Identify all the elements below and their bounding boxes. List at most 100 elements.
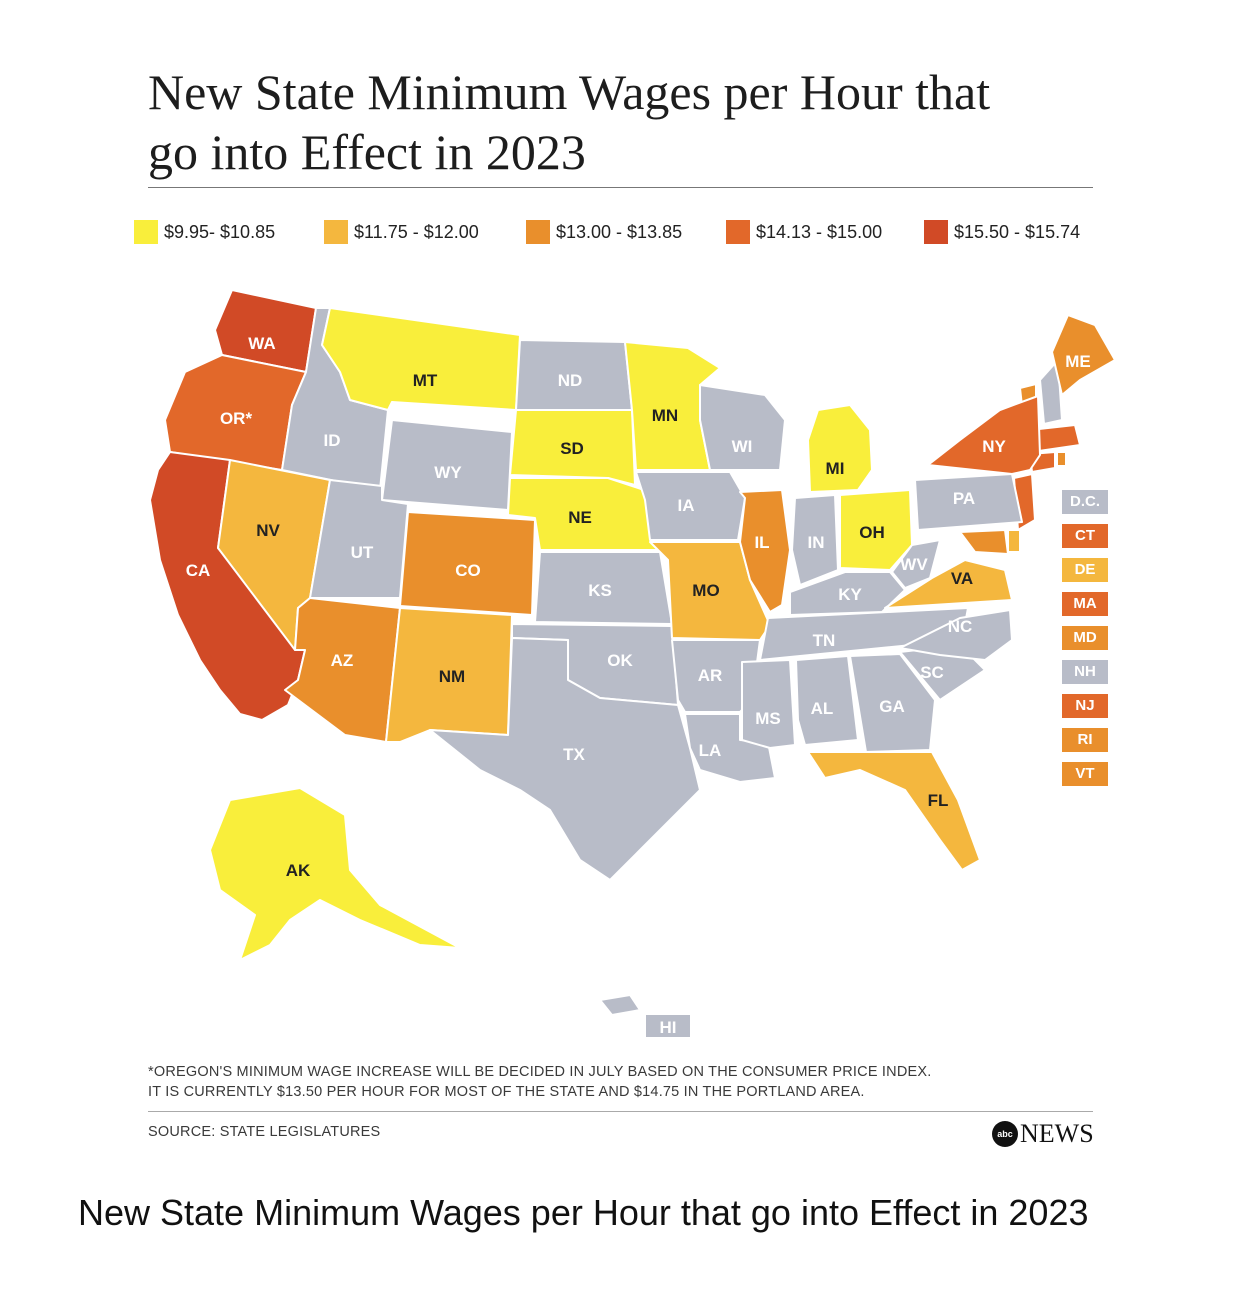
- map-title: New State Minimum Wages per Hour that go…: [148, 64, 991, 180]
- legend-item: $11.75 - $12.00: [324, 218, 479, 246]
- state-ak-shape: [209, 787, 461, 961]
- state-wa-label: WA: [248, 334, 275, 353]
- small-state-md: MD: [1062, 626, 1108, 650]
- state-pa-shape: [914, 473, 1023, 531]
- state-va-shape: [884, 559, 1013, 609]
- state-ar-shape: [671, 639, 761, 713]
- legend-item: $9.95- $10.85: [134, 218, 275, 246]
- state-ne-shape: [507, 477, 661, 551]
- state-tx-label: TX: [563, 745, 585, 764]
- footnote-line: *OREGON'S MINIMUM WAGE INCREASE WILL BE …: [148, 1064, 932, 1080]
- state-la-shape: [684, 713, 776, 783]
- state-ia-shape: [635, 471, 746, 541]
- state-ga-shape: [849, 653, 936, 753]
- state-wy-label: WY: [434, 463, 462, 482]
- source-credit: SOURCE: STATE LEGISLATURES: [148, 1124, 381, 1140]
- state-ca-label: CA: [186, 561, 211, 580]
- state-va-label: VA: [951, 569, 973, 588]
- state-ak-label: AK: [286, 861, 311, 880]
- state-co-shape: [399, 511, 536, 616]
- state-co-label: CO: [455, 561, 481, 580]
- legend-label: $11.75 - $12.00: [354, 221, 479, 242]
- legend-label: $13.00 - $13.85: [556, 221, 683, 242]
- state-de-shape: [1007, 529, 1021, 553]
- state-az-shape: [284, 597, 401, 743]
- legend-swatch: [134, 220, 158, 244]
- state-ks-label: KS: [588, 581, 612, 600]
- state-al-label: AL: [811, 699, 834, 718]
- state-ny-shape: [927, 395, 1041, 475]
- state-az-label: AZ: [331, 651, 354, 670]
- state-la-label: LA: [699, 741, 722, 760]
- small-state-de: DE: [1062, 558, 1108, 582]
- state-mi-label: MI: [826, 459, 845, 478]
- legend-swatch: [526, 220, 550, 244]
- legend-swatch: [726, 220, 750, 244]
- state-mi-shape: [807, 404, 873, 493]
- legend-swatch: [924, 220, 948, 244]
- state-nv-label: NV: [256, 521, 280, 540]
- state-mn-label: MN: [652, 406, 678, 425]
- small-state-nh: NH: [1062, 660, 1108, 684]
- state-tn-label: TN: [813, 631, 836, 650]
- state-mt-shape: [321, 307, 521, 411]
- state-ny-label: NY: [982, 437, 1006, 456]
- legend-swatch: [324, 220, 348, 244]
- state-me-shape: [1051, 314, 1116, 396]
- state-nc-shape: [899, 609, 1013, 661]
- state-tx-shape: [429, 637, 701, 881]
- small-state-ct: CT: [1062, 524, 1108, 548]
- state-wv-shape: [891, 539, 941, 589]
- state-oh-label: OH: [859, 523, 885, 542]
- state-wi-shape: [699, 384, 786, 471]
- small-state-vt: VT: [1062, 762, 1108, 786]
- state-pa-label: PA: [953, 489, 975, 508]
- legend-item: $13.00 - $13.85: [526, 218, 682, 246]
- state-sc-label: SC: [920, 663, 944, 682]
- news-wordmark: NEWS: [1020, 1119, 1094, 1148]
- state-ky-label: KY: [838, 585, 862, 604]
- state-in-label: IN: [808, 533, 825, 552]
- state-ms-label: MS: [755, 709, 781, 728]
- state-nd-label: ND: [558, 371, 583, 390]
- state-ms-shape: [741, 659, 796, 749]
- state-ga-label: GA: [879, 697, 905, 716]
- state-ne-label: NE: [568, 508, 592, 527]
- state-ut-label: UT: [351, 543, 374, 562]
- legend-item: $15.50 - $15.74: [924, 218, 1080, 246]
- abc-news-logo: abc NEWS: [992, 1119, 1094, 1148]
- state-nc-label: NC: [948, 617, 973, 636]
- state-in-shape: [791, 494, 839, 586]
- state-wv-label: WV: [900, 555, 928, 574]
- state-id-label: ID: [324, 431, 341, 450]
- legend-label: $14.13 - $15.00: [756, 221, 883, 242]
- state-ky-shape: [789, 571, 906, 616]
- legend-item: $14.13 - $15.00: [726, 218, 882, 246]
- state-fl-label: FL: [928, 791, 949, 810]
- state-ar-label: AR: [698, 666, 723, 685]
- small-state-nj: NJ: [1062, 694, 1108, 718]
- small-state-ri: RI: [1062, 728, 1108, 752]
- state-or-label: OR*: [220, 409, 253, 428]
- state-ia-label: IA: [678, 496, 695, 515]
- state-hi-label: HI: [660, 1018, 677, 1037]
- title-divider: [148, 187, 1093, 188]
- state-hi-shape: [599, 994, 641, 1016]
- abc-logo-icon: abc: [992, 1121, 1018, 1147]
- state-oh-shape: [839, 489, 913, 571]
- state-me-label: ME: [1065, 352, 1091, 371]
- footnote: *OREGON'S MINIMUM WAGE INCREASE WILL BE …: [148, 1062, 1108, 1102]
- state-ri-shape: [1056, 451, 1067, 467]
- legend-label: $9.95- $10.85: [164, 221, 276, 242]
- state-mt-label: MT: [413, 371, 438, 390]
- state-mo-label: MO: [692, 581, 719, 600]
- state-il-shape: [739, 489, 791, 613]
- state-al-shape: [795, 655, 859, 746]
- state-il-label: IL: [754, 533, 769, 552]
- state-nh-shape: [1039, 359, 1063, 425]
- state-hi-label-box: [646, 1015, 690, 1037]
- footer-divider: [148, 1111, 1093, 1112]
- small-state-dc: D.C.: [1062, 490, 1108, 514]
- footnote-line: IT IS CURRENTLY $13.50 PER HOUR FOR MOST…: [148, 1084, 865, 1100]
